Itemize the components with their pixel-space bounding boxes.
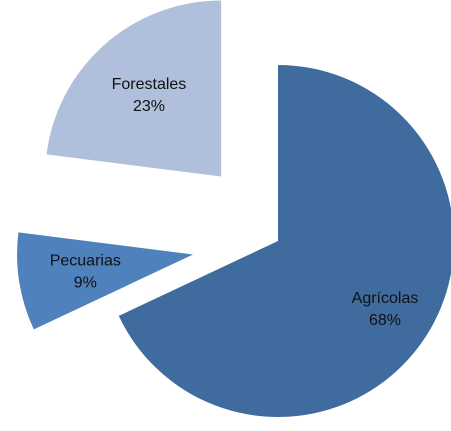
slice-value-label: 68% [369, 312, 401, 329]
slice-label: Pecuarias [50, 253, 121, 270]
slice-value-label: 9% [74, 275, 97, 292]
pie-slice [118, 65, 451, 417]
slice-label: Agrícolas [352, 290, 419, 307]
pie-slice [17, 232, 194, 330]
slice-value-label: 23% [133, 98, 165, 115]
pie-slice [46, 0, 222, 177]
slice-label: Forestales [112, 76, 187, 93]
